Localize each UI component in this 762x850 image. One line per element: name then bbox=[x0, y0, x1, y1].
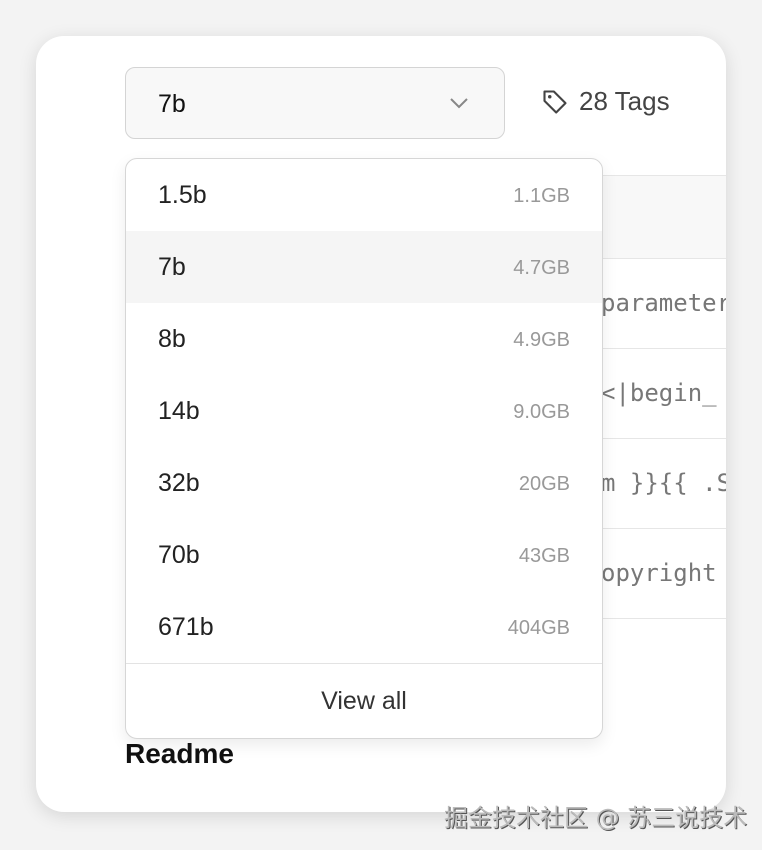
chevron-down-icon bbox=[450, 98, 468, 109]
tag-icon bbox=[543, 89, 567, 114]
option-8b[interactable]: 8b 4.9GB bbox=[158, 325, 570, 353]
option-32b[interactable]: 32b 20GB bbox=[158, 469, 570, 497]
model-size-select[interactable]: 7b bbox=[125, 67, 505, 139]
tags-link[interactable]: 28 Tags bbox=[541, 86, 670, 117]
option-671b[interactable]: 671b 404GB bbox=[158, 613, 570, 641]
model-size-dropdown: 1.5b 1.1GB 7b 4.7GB 8b 4.9GB 14b 9.0GB 32b 20… bbox=[125, 158, 603, 739]
view-all-button[interactable]: View all bbox=[126, 663, 602, 738]
option-70b[interactable]: 70b 43GB bbox=[158, 541, 570, 569]
watermark: 掘金技术社区 @ 苏三说技术 bbox=[444, 804, 748, 832]
selected-value: 7b bbox=[158, 90, 186, 118]
tags-label: 28 Tags bbox=[579, 86, 670, 116]
readme-heading: Readme bbox=[125, 738, 234, 769]
option-14b[interactable]: 14b 9.0GB bbox=[158, 397, 570, 425]
option-1.5b[interactable]: 1.5b 1.1GB bbox=[158, 181, 570, 209]
option-7b[interactable]: 7b 4.7GB bbox=[126, 231, 602, 303]
